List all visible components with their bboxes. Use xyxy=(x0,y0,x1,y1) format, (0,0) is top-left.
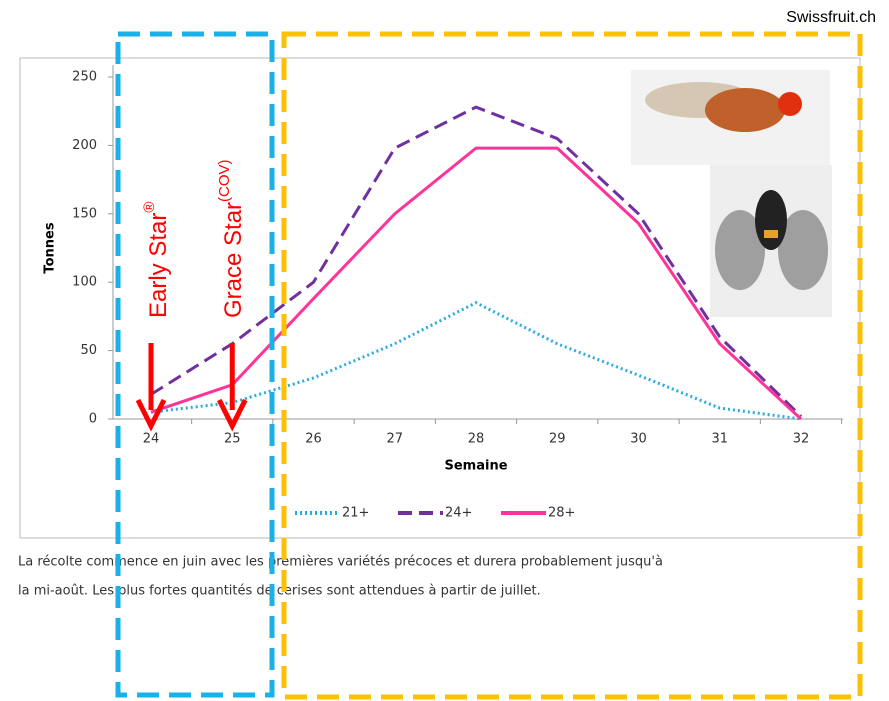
x-tick-label: 32 xyxy=(793,432,810,447)
legend-label: 28+ xyxy=(548,506,575,521)
caption-line: la mi-août. Les plus fortes quantités de… xyxy=(18,584,541,599)
y-tick-label: 150 xyxy=(72,206,97,221)
fly-photo xyxy=(710,165,832,317)
y-tick-label: 50 xyxy=(80,343,97,358)
x-axis-label: Semaine xyxy=(444,459,507,474)
annotation: Early Star® xyxy=(141,202,172,318)
legend-label: 21+ xyxy=(342,506,369,521)
y-tick-label: 250 xyxy=(72,70,97,85)
x-tick-label: 30 xyxy=(630,432,647,447)
x-tick-label: 26 xyxy=(305,432,322,447)
legend-label: 24+ xyxy=(445,506,472,521)
caption-line: La récolte commence en juin avec les pre… xyxy=(18,555,663,570)
series-line xyxy=(150,301,802,421)
source: Swissfruit.ch xyxy=(786,9,876,26)
annotation-text: Grace Star xyxy=(220,202,247,318)
y-axis-label: Tonnes xyxy=(43,222,58,273)
y-tick-label: 200 xyxy=(72,138,97,153)
series-line xyxy=(150,105,803,418)
x-tick-label: 24 xyxy=(143,432,160,447)
x-tick-label: 29 xyxy=(549,432,566,447)
y-tick-label: 100 xyxy=(72,275,97,290)
series-line xyxy=(150,146,803,421)
x-tick-label: 27 xyxy=(386,432,403,447)
highlight-box xyxy=(281,31,863,700)
annotation: Grace Star(COV) xyxy=(216,159,247,318)
fly-photo xyxy=(631,70,830,165)
annotation-text: Early Star xyxy=(145,213,172,318)
annotation-sup: ® xyxy=(141,202,158,213)
x-tick-label: 31 xyxy=(711,432,728,447)
annotation-sup: (COV) xyxy=(216,159,233,202)
x-tick-label: 25 xyxy=(224,432,241,447)
highlight-box xyxy=(115,31,275,698)
x-tick-label: 28 xyxy=(468,432,485,447)
annotation-arrowhead xyxy=(135,398,167,432)
annotation-arrowhead xyxy=(217,398,248,432)
y-tick-label: 0 xyxy=(89,412,97,427)
